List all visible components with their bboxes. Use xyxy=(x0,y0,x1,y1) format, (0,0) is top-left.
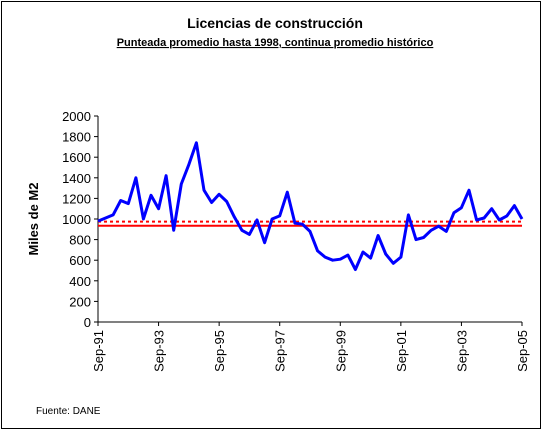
y-axis-label: Miles de M2 xyxy=(26,183,41,256)
x-tick-label: Sep-93 xyxy=(152,330,167,372)
y-tick-label: 1600 xyxy=(62,150,91,165)
y-tick-label: 2000 xyxy=(62,109,91,124)
y-tick-label: 1200 xyxy=(62,191,91,206)
x-tick-label: Sep-03 xyxy=(454,330,469,372)
y-tick-label: 200 xyxy=(69,294,91,309)
y-tick-label: 0 xyxy=(84,315,91,330)
y-tick-label: 1000 xyxy=(62,212,91,227)
x-tick-label: Sep-01 xyxy=(394,330,409,372)
y-tick-label: 600 xyxy=(69,253,91,268)
y-tick-label: 800 xyxy=(69,233,91,248)
x-tick-label: Sep-91 xyxy=(91,330,106,372)
x-tick-label: Sep-97 xyxy=(273,330,288,372)
x-tick-label: Sep-95 xyxy=(212,330,227,372)
source-note: Fuente: DANE xyxy=(36,406,101,417)
x-tick-label: Sep-99 xyxy=(333,330,348,372)
y-tick-label: 400 xyxy=(69,274,91,289)
y-tick-label: 1800 xyxy=(62,130,91,145)
chart-subtitle: Punteada promedio hasta 1998, continua p… xyxy=(117,37,434,49)
chart-title: Licencias de construcción xyxy=(187,15,363,31)
data-line xyxy=(97,141,524,271)
x-tick-label: Sep-05 xyxy=(515,330,530,372)
y-tick-label: 1400 xyxy=(62,171,91,186)
